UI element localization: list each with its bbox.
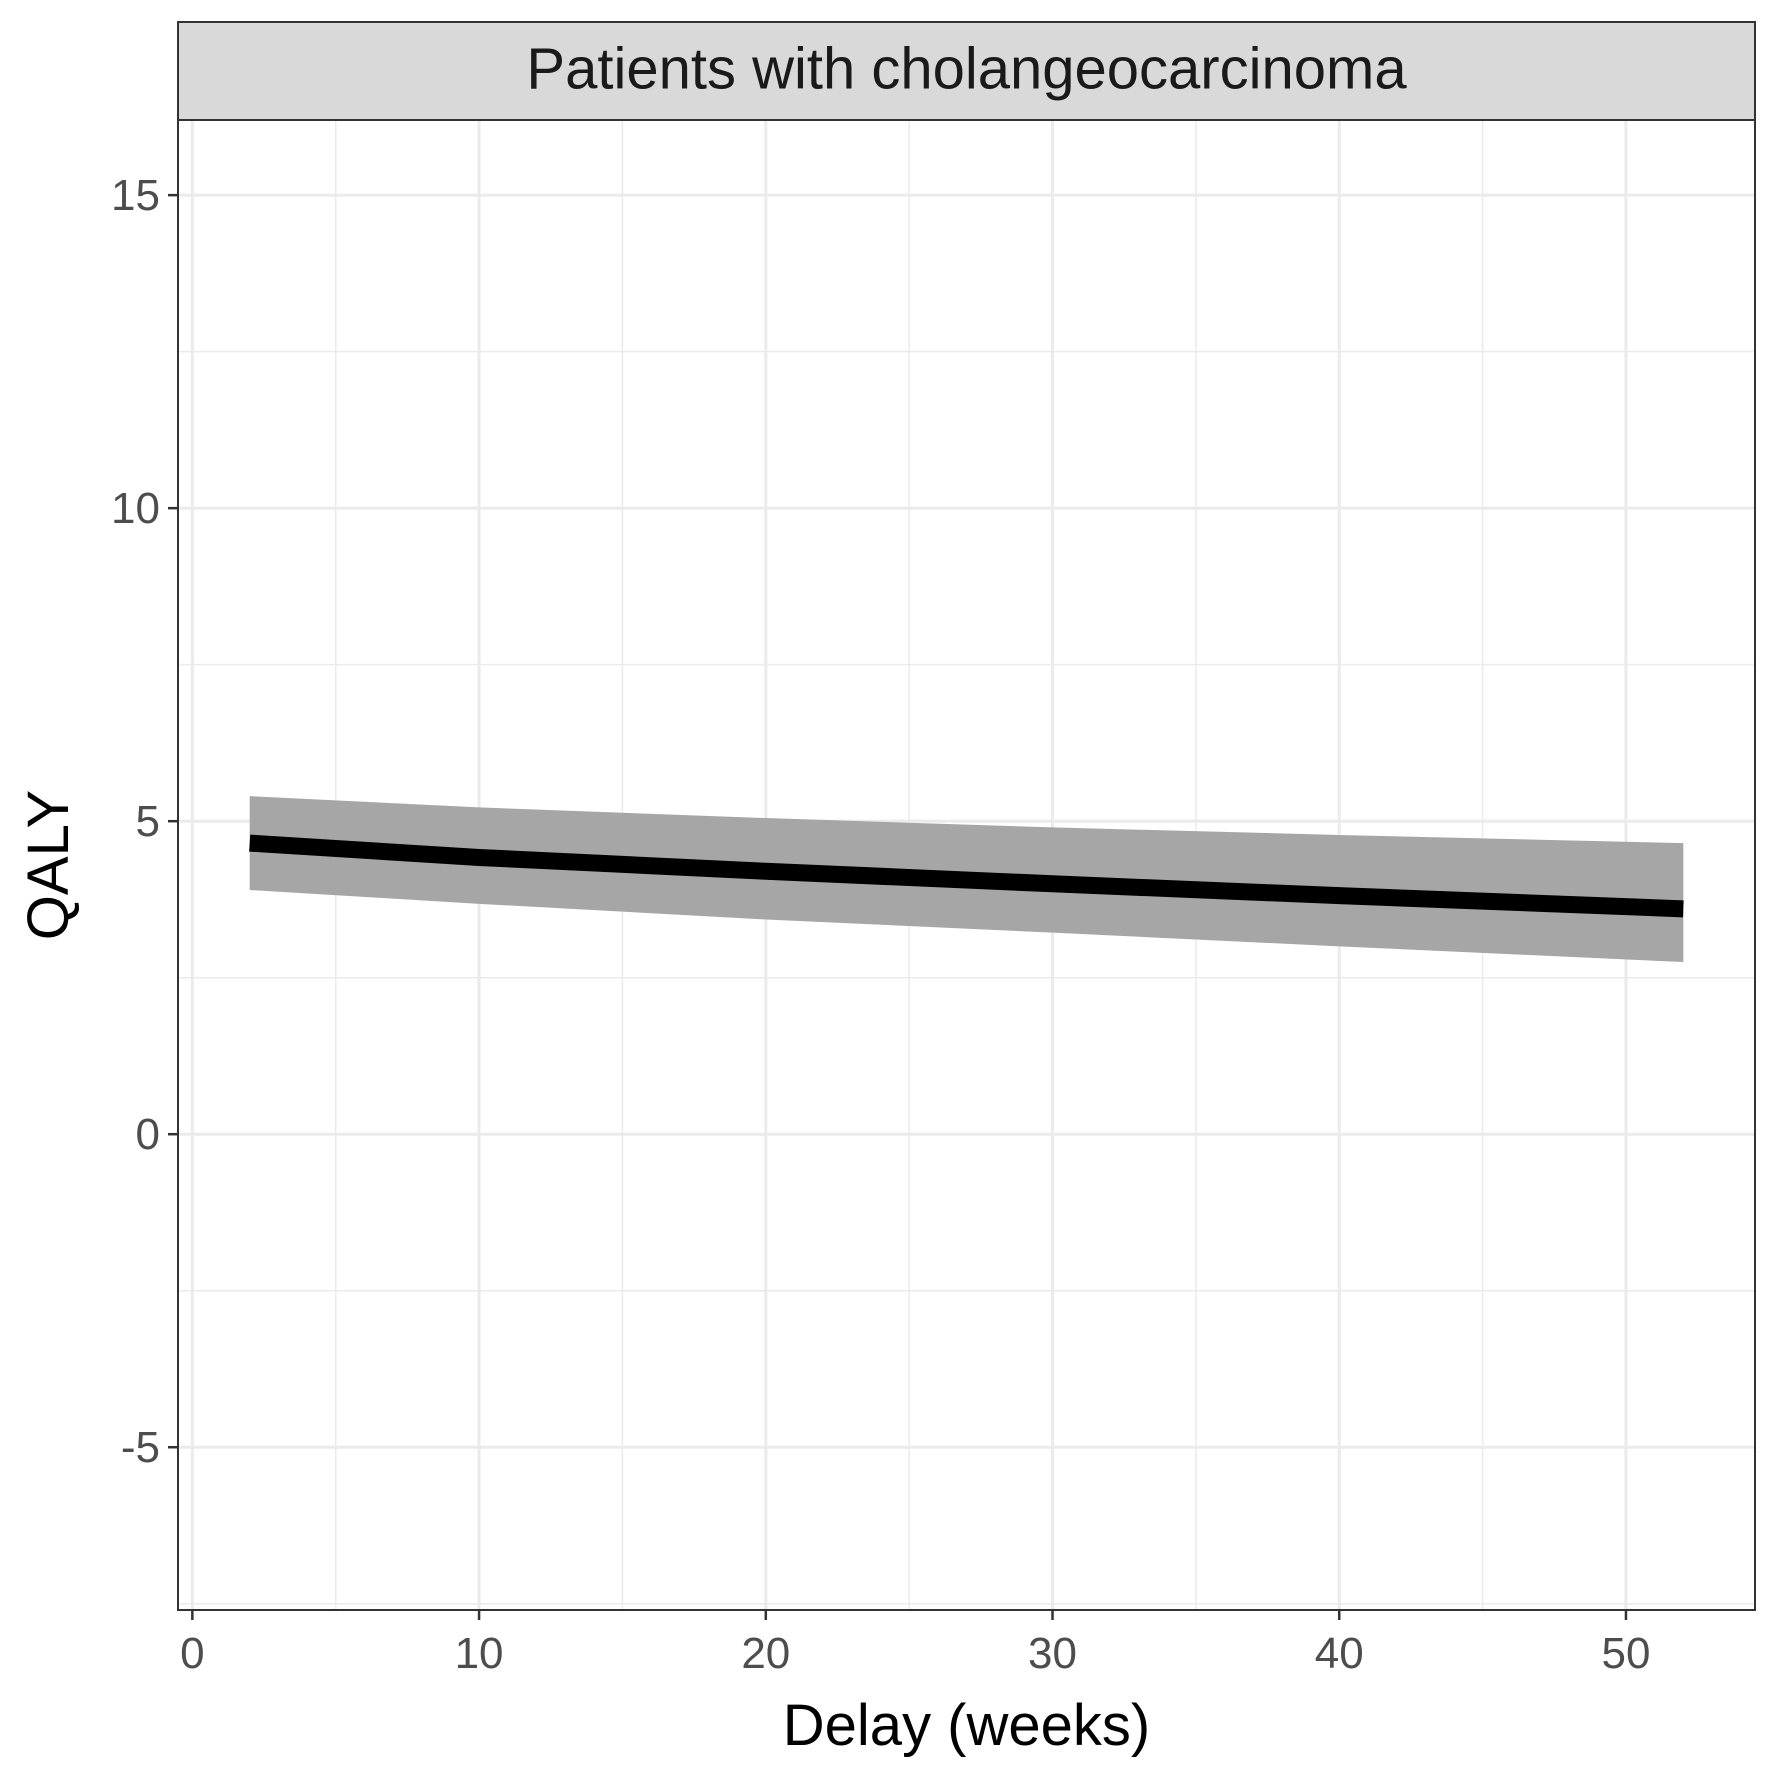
y-tick-label: -5 [121,1423,160,1472]
y-tick-label: 5 [136,797,160,846]
y-tick-label: 10 [111,484,160,533]
facet-title: Patients with cholangeocarcinoma [526,36,1407,101]
y-axis-title: QALY [16,790,81,940]
y-tick-label: 15 [111,171,160,220]
x-tick-label: 0 [180,1629,204,1678]
facet-strip: Patients with cholangeocarcinoma [177,21,1756,121]
y-tick-label: 0 [136,1110,160,1159]
x-tick-label: 40 [1315,1629,1364,1678]
x-axis-title: Delay (weeks) [783,1693,1150,1758]
data-layer [249,796,1684,963]
series-line [249,834,1684,918]
x-tick-label: 50 [1601,1629,1650,1678]
axis-layer: 0 10 20 30 40 50 -5 0 5 10 15 [111,171,1650,1678]
x-tick-label: 10 [455,1629,504,1678]
x-tick-label: 30 [1028,1629,1077,1678]
facet-strip-background [177,21,1756,121]
x-tick-label: 20 [741,1629,790,1678]
